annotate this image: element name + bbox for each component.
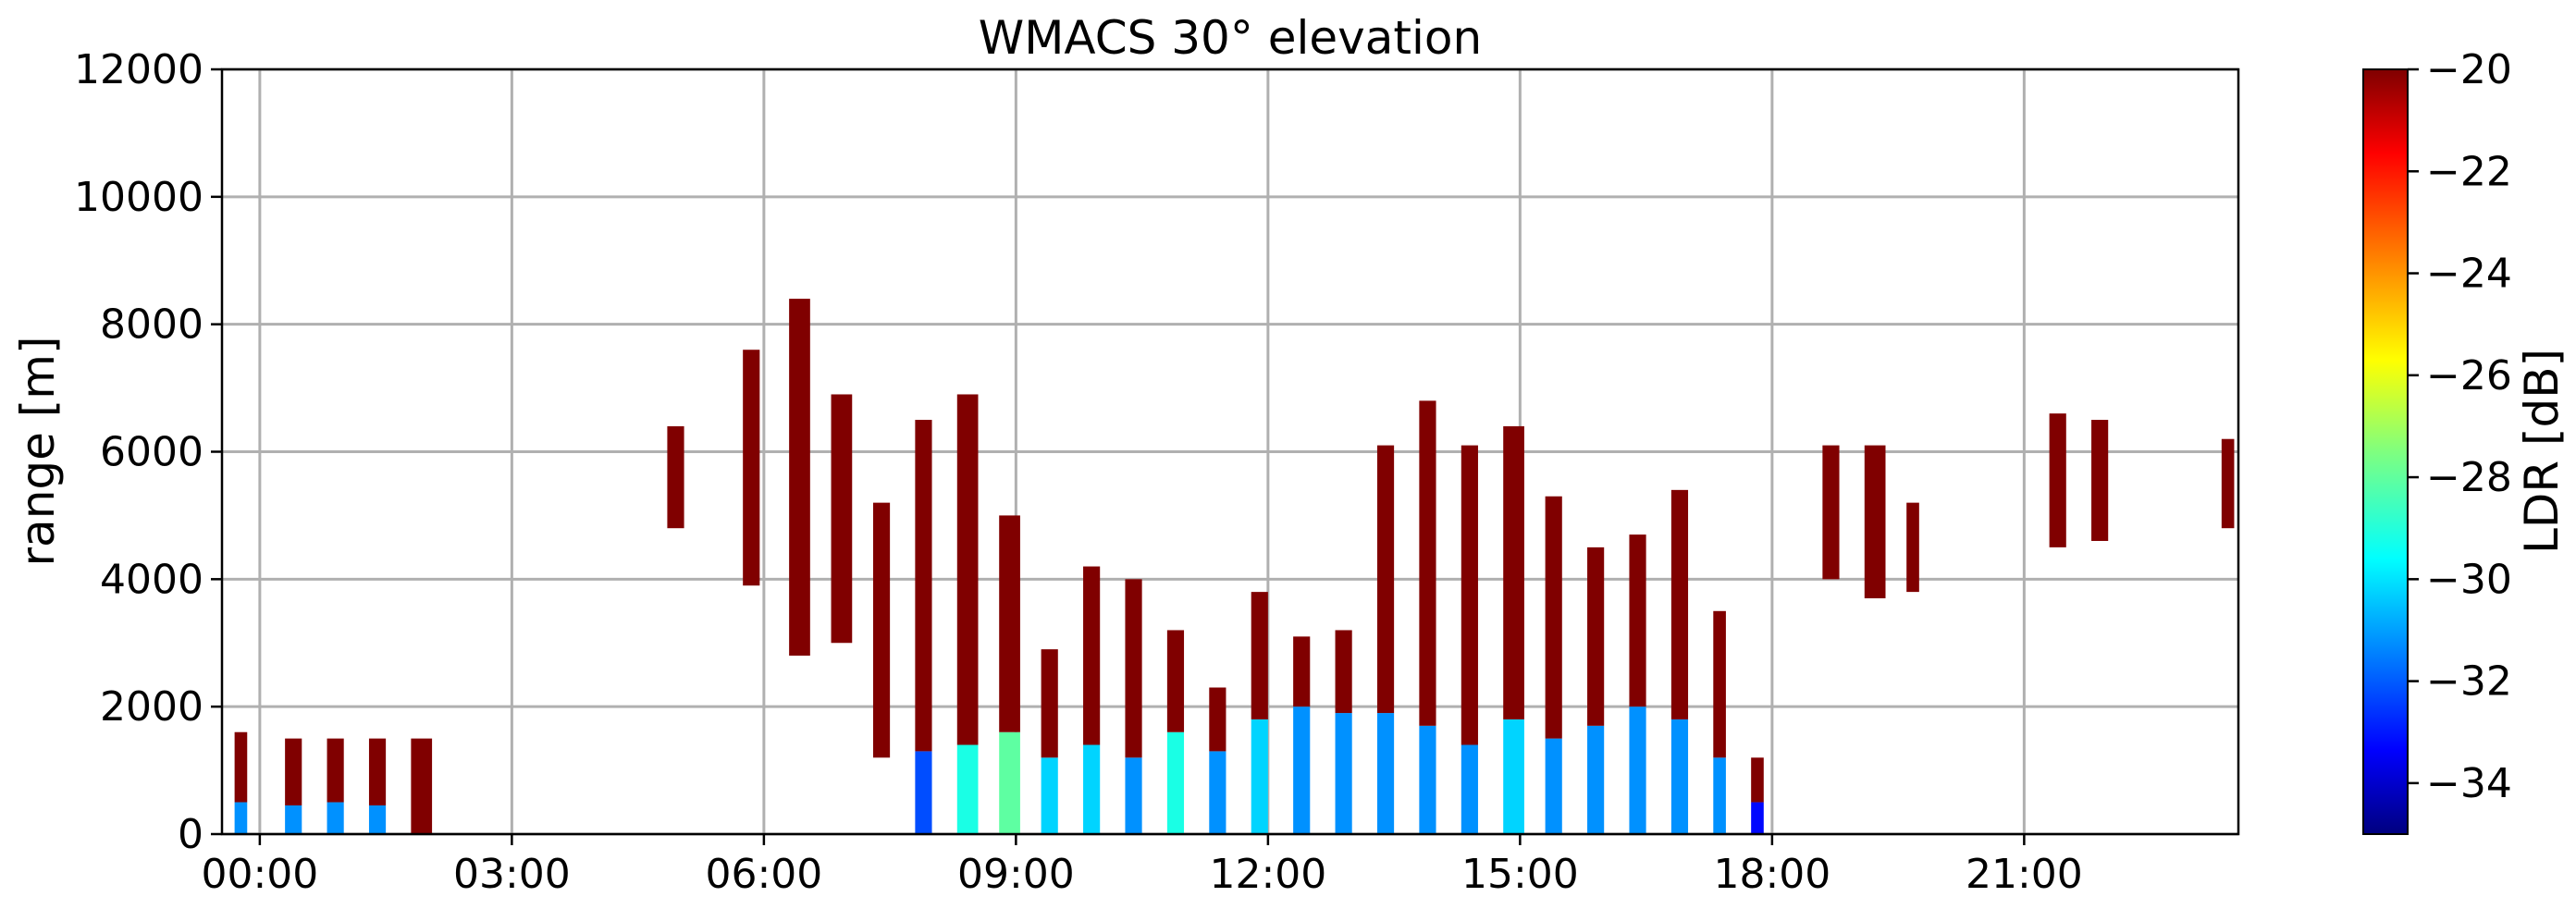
- data-column-segment: [1125, 757, 1142, 834]
- colorbar: [2362, 68, 2409, 835]
- data-column-segment: [1125, 579, 1142, 758]
- x-tick-label: 03:00: [453, 851, 571, 898]
- x-tick-label: 09:00: [957, 851, 1075, 898]
- data-column-segment: [1503, 719, 1524, 834]
- x-tick-label: 15:00: [1461, 851, 1579, 898]
- data-column-segment: [327, 738, 344, 803]
- data-column-segment: [2221, 438, 2235, 529]
- data-column-segment: [285, 738, 302, 805]
- y-tick-label: 10000: [74, 174, 203, 221]
- data-column-segment: [1041, 649, 1058, 758]
- data-column-segment: [1293, 706, 1311, 834]
- data-column-segment: [1822, 445, 1840, 580]
- data-column-segment: [368, 738, 387, 805]
- data-column-segment: [1461, 744, 1478, 834]
- x-tick-label: 00:00: [201, 851, 318, 898]
- data-column-segment: [1545, 496, 1562, 739]
- data-column-segment: [1751, 757, 1764, 803]
- chart-title: WMACS 30° elevation: [979, 11, 1482, 65]
- data-column-segment: [1751, 802, 1764, 834]
- data-column-segment: [1503, 425, 1524, 719]
- data-column-segment: [915, 420, 932, 752]
- colorbar-tick-label: −32: [2426, 658, 2512, 706]
- data-column-segment: [1587, 547, 1605, 726]
- data-column-segment: [956, 744, 979, 834]
- data-column-segment: [2091, 420, 2109, 541]
- data-column-segment: [1293, 636, 1311, 707]
- data-column-segment: [1906, 502, 1919, 593]
- data-column-segment: [831, 394, 853, 644]
- y-tick-label: 4000: [100, 556, 203, 603]
- colorbar-tick-label: −30: [2426, 556, 2512, 603]
- colorbar-tick-label: −20: [2426, 46, 2512, 93]
- data-column-segment: [1083, 744, 1101, 834]
- data-column-segment: [1209, 687, 1226, 752]
- data-column-segment: [1629, 706, 1646, 834]
- y-tick-label: 2000: [100, 683, 203, 731]
- colorbar-tick-label: −34: [2426, 760, 2512, 807]
- data-column-segment: [1545, 738, 1562, 834]
- y-axis-title: range [m]: [11, 337, 65, 567]
- y-tick-label: 8000: [100, 301, 203, 349]
- x-tick-label: 12:00: [1209, 851, 1326, 898]
- data-column-segment: [1166, 731, 1185, 834]
- data-column-segment: [411, 738, 433, 834]
- data-column-segment: [234, 802, 248, 834]
- data-column-segment: [368, 805, 387, 834]
- data-column-segment: [743, 350, 760, 586]
- data-column-segment: [1670, 719, 1689, 834]
- data-column-segment: [1461, 445, 1478, 745]
- data-column-segment: [1251, 592, 1268, 719]
- colorbar-tick-label: −26: [2426, 352, 2512, 399]
- data-column-segment: [1713, 757, 1726, 834]
- colorbar-tick-label: −22: [2426, 148, 2512, 195]
- data-column-segment: [1376, 445, 1395, 714]
- data-column-segment: [1419, 400, 1436, 726]
- data-column-segment: [956, 394, 979, 745]
- data-column-segment: [1376, 713, 1395, 834]
- y-tick-label: 6000: [100, 429, 203, 476]
- data-column-segment: [2049, 413, 2066, 547]
- data-column-segment: [285, 805, 302, 834]
- data-column-segment: [1335, 630, 1352, 714]
- data-column-segment: [1083, 566, 1101, 745]
- y-tick-label: 12000: [74, 46, 203, 93]
- x-axis: 00:00 03:00 06:00 09:00 12:00 15:00 18:00 21:00: [201, 834, 2083, 898]
- data-column-segment: [1587, 725, 1605, 834]
- data-column-segment: [1209, 751, 1226, 834]
- data-column-segment: [1041, 757, 1058, 834]
- colorbar-label: LDR [dB]: [2515, 349, 2569, 554]
- colorbar-ticks: −20 −22 −24 −26 −28 −30 −32 −34: [2408, 46, 2512, 807]
- data-columns: [234, 299, 2280, 834]
- x-tick-label: 21:00: [1966, 851, 2083, 898]
- data-column-segment: [327, 802, 344, 834]
- data-column-segment: [872, 502, 891, 758]
- colorbar-tick-label: −28: [2426, 454, 2512, 501]
- x-tick-label: 18:00: [1713, 851, 1830, 898]
- data-column-segment: [999, 515, 1020, 732]
- colorbar-tick-label: −24: [2426, 251, 2512, 298]
- data-column-segment: [999, 731, 1020, 834]
- y-axis: 0 2000 4000 6000 8000 10000 12000: [74, 46, 222, 858]
- data-column-segment: [2263, 400, 2280, 585]
- data-column-segment: [1419, 725, 1436, 834]
- data-column-segment: [667, 425, 684, 529]
- x-tick-label: 06:00: [705, 851, 822, 898]
- data-column-segment: [1629, 534, 1646, 707]
- y-tick-label: 0: [178, 811, 203, 858]
- data-column-segment: [1335, 713, 1352, 834]
- grid-lines: [222, 68, 2238, 836]
- data-column-segment: [789, 299, 810, 657]
- data-column-segment: [1713, 610, 1726, 758]
- data-column-segment: [915, 751, 932, 834]
- data-column-segment: [1251, 719, 1268, 834]
- data-column-segment: [1166, 630, 1185, 732]
- data-column-segment: [1670, 489, 1689, 719]
- data-column-segment: [1864, 445, 1886, 599]
- data-column-segment: [234, 731, 248, 803]
